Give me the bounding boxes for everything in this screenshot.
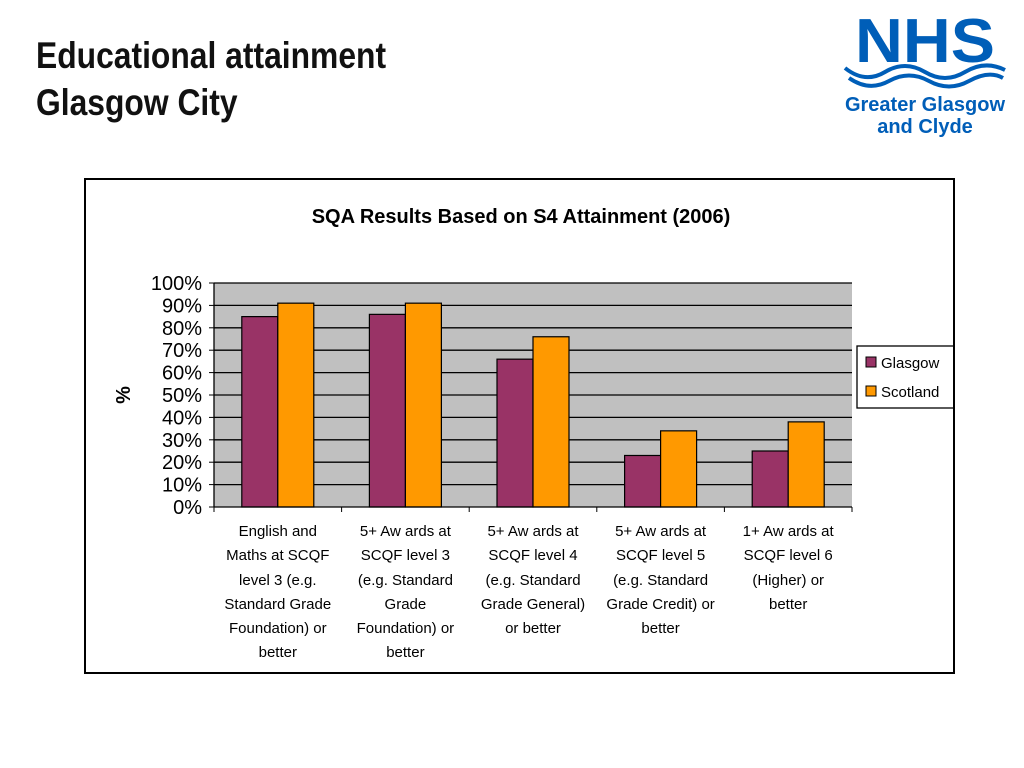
x-category-label-line: better [258, 644, 297, 662]
nhs-logo-lettering: NHS [855, 12, 995, 76]
y-tick-label: 100% [151, 273, 202, 295]
legend-swatch-scotland [865, 385, 877, 397]
x-category-label-line: 5+ Aw ards at [359, 523, 451, 540]
nhs-wave-icon-2 [847, 72, 1004, 89]
x-category-label-line: SCQF level 4 [488, 547, 578, 565]
legend-swatch-glasgow [865, 356, 877, 368]
x-category-label-line: English and [238, 523, 317, 540]
x-category-label-line: better [641, 620, 680, 638]
x-category-label-line: Maths at SCQF [226, 547, 330, 565]
x-category-label-line: or better [505, 620, 561, 638]
x-category-label: English and Maths at SCQF level 3 (e.g. Sta… [215, 520, 341, 666]
chart-frame: SQA Results Based on S4 Attainment (2006… [84, 178, 955, 674]
x-category-label: 5+ Aw ards at SCQF level 3 (e.g. Standard G… [342, 520, 468, 666]
bar-glasgow [368, 313, 406, 508]
legend-box [856, 345, 953, 409]
y-tick-label: 40% [162, 407, 202, 429]
x-category-label-line: better [386, 644, 425, 662]
x-category-label-line: better [769, 595, 808, 613]
logo-line-2: and Clyde [877, 116, 973, 138]
x-category-label-line: (e.g. Standard [357, 571, 453, 589]
x-category-label: 5+ Aw ards at SCQF level 5 (e.g. Standard G… [598, 520, 724, 641]
nhs-wave-icon [843, 63, 1006, 80]
slide-title: Educational attainment Glasgow City [36, 32, 386, 126]
x-category-label-line: level 3 (e.g. [239, 571, 317, 589]
x-category-label-line: Grade Credit) or [606, 595, 715, 613]
x-category-label: 1+ Aw ards at SCQF level 6 (Higher) or bett… [725, 520, 851, 617]
bar-glasgow [496, 358, 534, 508]
y-tick-label: 90% [162, 295, 202, 317]
x-category-label-line: Grade General) [480, 595, 586, 613]
legend-label-glasgow: Glasgow [881, 355, 940, 372]
x-category-label-line: Standard Grade [224, 595, 332, 613]
y-axis-title: % [113, 386, 135, 404]
x-category-label-line: Foundation) or [229, 620, 327, 638]
bar-scotland [659, 430, 698, 508]
x-category-label-line: Foundation) or [356, 620, 455, 638]
y-tick-label: 10% [162, 475, 202, 497]
x-category-label-line: 5+ Aw ards at [487, 523, 579, 540]
x-category-label-line: (e.g. Standard [485, 571, 581, 589]
y-tick-label: 20% [162, 452, 202, 474]
nhs-logo: NHS Greater Glasgow and Clyde [835, 12, 1015, 142]
x-category-label-line: SCQF level 3 [360, 547, 450, 565]
x-category-label-line: SCQF level 5 [615, 547, 706, 565]
slide-title-line-2: Glasgow City [36, 82, 238, 123]
logo-line-1: Greater Glasgow [844, 94, 1006, 116]
x-category-label-line: SCQF level 6 [743, 547, 833, 565]
y-tick-label: 0% [173, 497, 202, 519]
x-category-label-line: (e.g. Standard [613, 571, 709, 589]
x-category-label-line: 1+ Aw ards at [742, 523, 834, 540]
x-category-label-line: (Higher) or [752, 571, 825, 589]
slide-title-line-1: Educational attainment [36, 35, 387, 76]
y-tick-label: 60% [162, 363, 202, 385]
bar-scotland [277, 302, 315, 508]
bar-glasgow [751, 450, 789, 508]
legend-label-scotland: Scotland [881, 384, 939, 401]
x-category-label: 5+ Aw ards at SCQF level 4 (e.g. Standard G… [470, 520, 596, 641]
bar-scotland [787, 421, 825, 508]
bar-scotland [404, 302, 442, 508]
x-category-label-line: Grade [384, 595, 427, 613]
bar-scotland [532, 336, 570, 508]
bar-chart: SQA Results Based on S4 Attainment (2006… [113, 206, 953, 519]
y-tick-label: 80% [162, 318, 202, 340]
x-category-label-line: 5+ Aw ards at [615, 523, 707, 540]
nhs-logo-mark: NHS [843, 12, 1006, 89]
bar-glasgow [623, 454, 662, 508]
bar-glasgow [241, 316, 279, 508]
y-tick-label: 50% [162, 385, 202, 407]
y-tick-label: 30% [162, 430, 202, 452]
chart-title: SQA Results Based on S4 Attainment (2006… [312, 206, 731, 228]
y-tick-label: 70% [162, 340, 202, 362]
